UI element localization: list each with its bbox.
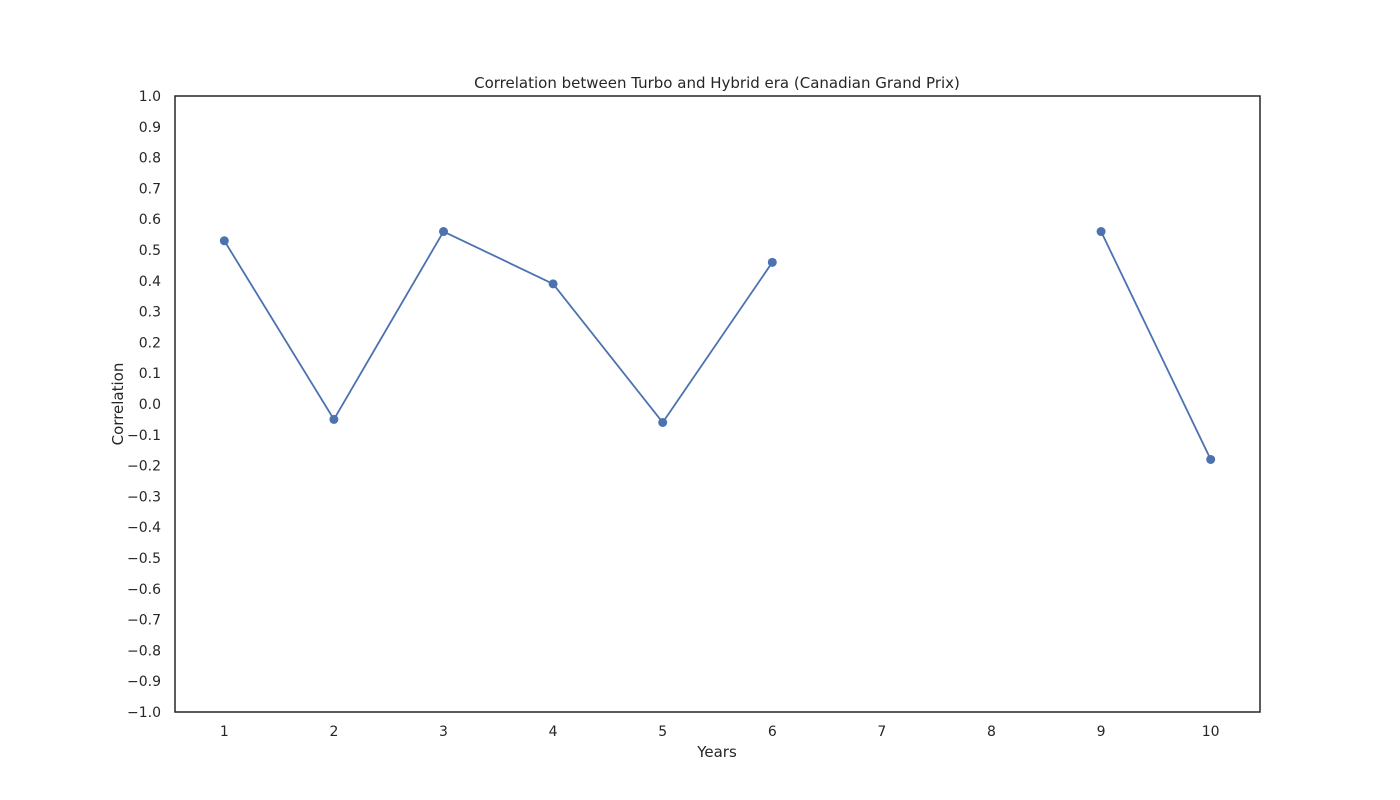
x-tick-label: 1 [220,724,229,740]
x-tick-label: 7 [877,724,886,740]
y-tick-label: −0.8 [127,643,161,659]
data-point [219,236,229,246]
series-line-segment [1100,231,1212,460]
x-axis-label: Years [696,743,737,761]
y-tick-label: 0.6 [139,212,161,228]
y-tick-label: −0.9 [127,674,161,690]
y-tick-label: −0.6 [127,582,161,598]
series-layer [219,227,1216,464]
y-tick-label: 0.3 [139,305,161,321]
y-tick-label: −0.1 [127,428,161,444]
x-tick-label: 5 [658,724,667,740]
x-tick-label: 10 [1202,724,1220,740]
y-tick-label: 0.2 [139,335,161,351]
x-tick-label: 9 [1097,724,1106,740]
y-tick-label: 0.7 [139,181,161,197]
plot-area [174,95,1261,713]
y-tick-label: −0.2 [127,459,161,475]
data-point [329,414,339,424]
y-tick-label: −1.0 [127,705,161,721]
y-axis-label: Correlation [109,363,127,446]
x-tick-label: 6 [768,724,777,740]
x-tick-label: 4 [549,724,558,740]
y-tick-label: −0.3 [127,489,161,505]
data-point [548,279,558,289]
y-tick-label: 0.9 [139,120,161,136]
y-tick-label: 0.1 [139,366,161,382]
y-tick-label: −0.5 [127,551,161,567]
y-tick-label: 0.0 [139,397,161,413]
y-tick-layer: 1.0 0.9 0.8 0.7 0.6 0.5 0.4 0.3 0.2 0.1 0.0 −0.1 −0.… [127,89,161,721]
data-point [658,417,668,427]
y-tick-label: −0.4 [127,520,161,536]
y-tick-label: 0.4 [139,274,161,290]
x-tick-label: 2 [329,724,338,740]
data-point [767,257,777,267]
y-tick-label: 1.0 [139,89,161,105]
y-tick-label: 0.5 [139,243,161,259]
chart-title: Correlation between Turbo and Hybrid era… [474,74,960,92]
x-tick-label: 3 [439,724,448,740]
x-tick-label: 8 [987,724,996,740]
y-tick-label: 0.8 [139,151,161,167]
data-point [1206,454,1216,464]
data-point [1096,227,1106,237]
y-tick-label: −0.7 [127,613,161,629]
data-point [439,227,449,237]
series-line-segment [223,230,774,424]
x-tick-layer: 1 2 3 4 5 6 7 8 9 10 [220,724,1220,740]
